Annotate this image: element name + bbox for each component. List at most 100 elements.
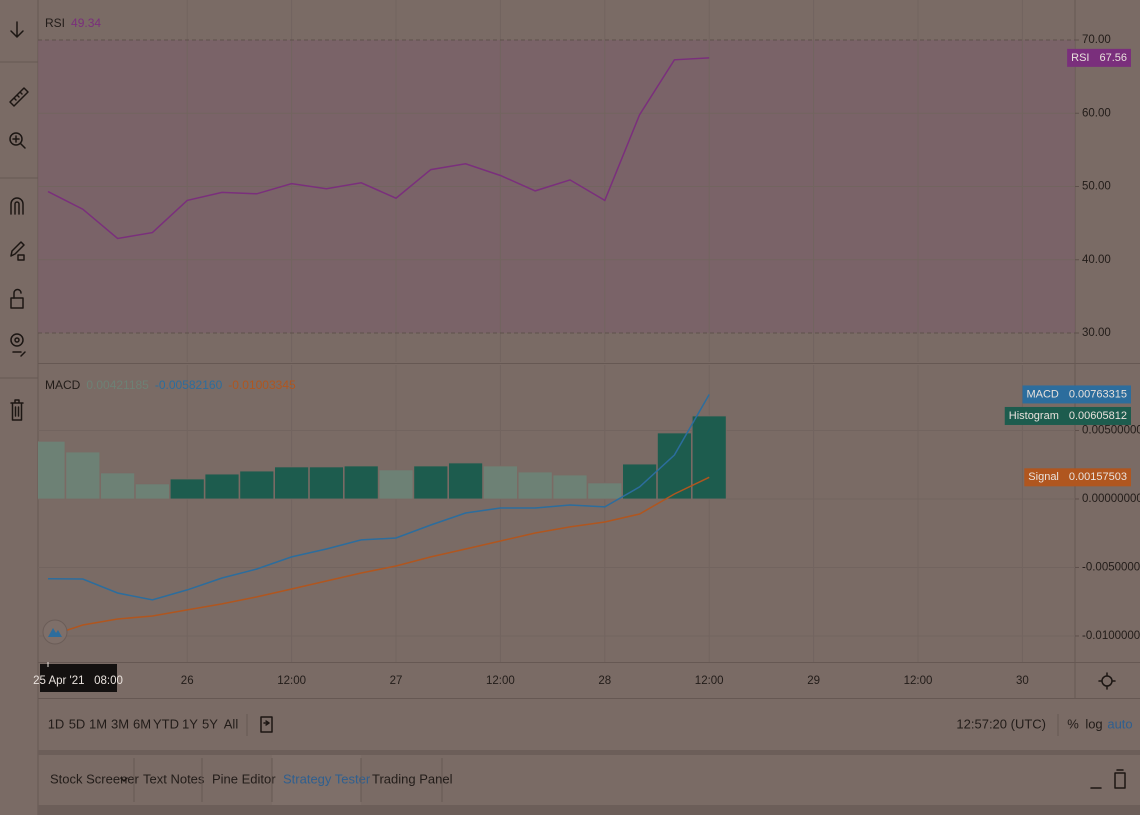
histogram-bar xyxy=(517,471,553,500)
active-tab-bg xyxy=(272,755,361,805)
price-tag: 0.00157503 Signal xyxy=(1024,468,1131,487)
tab-active[interactable]: Strategy Tester xyxy=(283,771,371,786)
macd-pane: -0.01000000 -0.00500000 0.00000000 0.005000… xyxy=(38,365,1140,662)
legend-value: 49.34 xyxy=(71,16,101,30)
histogram-bar xyxy=(65,451,101,500)
y-tick-label: 60.00 xyxy=(1082,107,1111,119)
ruler-icon[interactable] xyxy=(9,87,29,107)
range-button[interactable]: 5Y xyxy=(202,716,218,731)
x-tick-label: 26 xyxy=(181,675,194,687)
x-tick-label: 12:00 xyxy=(695,675,724,687)
price-tag: 67.56 RSI xyxy=(1067,48,1131,67)
y-tick-label: 30.00 xyxy=(1082,327,1111,339)
x-tick-label: 12:00 xyxy=(277,675,306,687)
range-button[interactable]: 5D xyxy=(69,716,86,731)
trash-icon[interactable] xyxy=(10,399,24,421)
histogram-bar xyxy=(448,462,484,500)
price-tag-bg xyxy=(1022,385,1131,404)
histogram-bar xyxy=(413,465,449,500)
log-toggle[interactable]: log xyxy=(1085,716,1102,731)
magnet-icon[interactable] xyxy=(10,197,24,215)
dropdown-icon[interactable] xyxy=(120,777,128,782)
y-tick-label: 0.00000000 xyxy=(1082,493,1140,505)
histogram-bar xyxy=(308,466,344,500)
legend-value: 0.00421185 xyxy=(86,378,149,392)
price-tag-text: Histogram xyxy=(1009,410,1059,422)
zoom-icon[interactable] xyxy=(9,132,26,149)
price-tag-text: MACD xyxy=(1026,388,1058,400)
range-button[interactable]: YTD xyxy=(153,716,179,731)
x-tick-label: 12:00 xyxy=(904,675,933,687)
histogram-bar xyxy=(134,483,170,500)
lock-icon[interactable] xyxy=(10,288,24,309)
range-button[interactable]: 1D xyxy=(48,716,65,731)
tab[interactable]: Text Notes xyxy=(143,771,205,786)
line-series xyxy=(47,57,710,240)
price-tag-text: 0.00157503 xyxy=(1069,471,1127,483)
histogram-bar xyxy=(100,472,135,500)
histogram-bar xyxy=(691,415,727,500)
time-axis: 26 12:00 27 12:00 28 12:00 29 12:00 30 25 Apr '21… xyxy=(33,662,1029,692)
date-range-icon[interactable] xyxy=(260,716,273,733)
legend-value: -0.00582160 xyxy=(155,378,223,392)
histogram-bar xyxy=(482,465,518,500)
logo[interactable] xyxy=(42,619,68,645)
x-tick-label: 12:00 xyxy=(486,675,515,687)
y-tick-label: 70.00 xyxy=(1082,34,1111,46)
histogram-bar xyxy=(378,469,414,500)
histogram-bar xyxy=(204,473,240,500)
range-button[interactable]: 3M xyxy=(111,716,129,731)
price-tag-bg xyxy=(1067,48,1131,67)
y-tick-label: 40.00 xyxy=(1082,254,1111,266)
histogram-bar xyxy=(552,474,588,500)
y-tick-label: 0.00500000 xyxy=(1082,425,1140,437)
x-tick-label: 27 xyxy=(390,675,403,687)
tab[interactable]: Stock Screener xyxy=(50,771,140,786)
range-button[interactable]: 1M xyxy=(89,716,107,731)
range-button[interactable]: All xyxy=(224,716,239,731)
range-bar: 1D 5D 1M 3M 6M YTD 1Y 5Y All xyxy=(48,716,239,731)
price-tag-text: 67.56 xyxy=(1099,52,1127,64)
histogram-bar xyxy=(239,470,275,500)
arrow-icon[interactable] xyxy=(10,21,24,38)
legend-title: MACD xyxy=(45,378,81,392)
histogram-bar xyxy=(587,482,623,500)
x-tick-label: 30 xyxy=(1016,675,1029,687)
legend-value: -0.01003345 xyxy=(228,378,296,392)
auto-toggle[interactable]: auto xyxy=(1107,716,1132,731)
legend-title: RSI xyxy=(45,16,65,30)
price-tag: 0.00605812 Histogram xyxy=(1004,406,1131,425)
panel-gap xyxy=(38,750,1140,755)
range-button[interactable]: 1Y xyxy=(182,716,198,731)
y-tick-label: -0.01000000 xyxy=(1082,630,1140,642)
draw-lock-icon[interactable] xyxy=(10,241,25,261)
visibility-icon[interactable] xyxy=(10,333,26,357)
price-tag: 0.00763315 MACD xyxy=(1022,385,1131,404)
price-tag-text: Signal xyxy=(1028,471,1059,483)
histogram-bar xyxy=(274,466,310,500)
y-tick-label: -0.00500000 xyxy=(1082,562,1140,574)
range-button[interactable]: 6M xyxy=(133,716,151,731)
percent-toggle[interactable]: % xyxy=(1067,716,1079,731)
clock[interactable]: 12:57:20 (UTC) xyxy=(956,716,1046,731)
left-toolbar xyxy=(0,21,38,421)
cursor-label-bg xyxy=(40,664,117,692)
price-tag-text: 0.00763315 xyxy=(1069,388,1127,400)
rsi-pane: 30.00 40.00 50.00 60.00 70.00 RSI 49.34 67.56 RS… xyxy=(38,0,1131,362)
tab[interactable]: Pine Editor xyxy=(212,771,276,786)
histogram-bar xyxy=(343,465,379,500)
cursor-label: 25 Apr '21 08:00 xyxy=(33,675,123,687)
price-tag-bg xyxy=(1004,406,1131,425)
x-tick-label: 29 xyxy=(807,675,820,687)
panel-gap xyxy=(38,805,1140,815)
line-series xyxy=(47,476,710,638)
price-tag-bg xyxy=(1024,468,1131,487)
maximize-icon[interactable] xyxy=(1114,769,1126,789)
tab[interactable]: Trading Panel xyxy=(372,771,453,786)
price-tag-text: RSI xyxy=(1071,52,1089,64)
histogram-bar xyxy=(38,440,66,500)
line-series xyxy=(47,394,710,601)
y-tick-label: 50.00 xyxy=(1082,181,1111,193)
settings-icon[interactable] xyxy=(1098,672,1116,690)
